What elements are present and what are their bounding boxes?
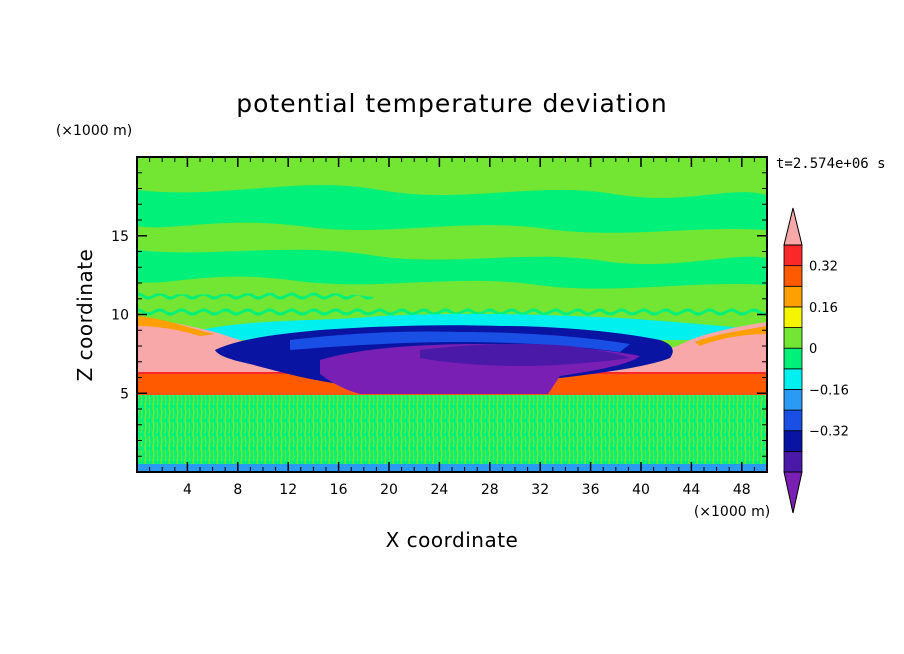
field-upper-band-3 (137, 292, 767, 318)
colorbar-band (783, 347, 803, 370)
colorbar-label: 0 (809, 342, 817, 357)
colorbar-band (783, 389, 803, 411)
x-tick-label: 36 (582, 482, 600, 498)
y-tick-label: 10 (111, 308, 129, 324)
x-tick-label: 40 (632, 482, 650, 498)
field-orange-right (695, 326, 767, 346)
colorbar-band (783, 285, 803, 308)
colorbar-band (783, 368, 803, 390)
field-top-green (137, 157, 767, 181)
field-upper-band-2 (137, 249, 767, 289)
x-tick-label: 32 (531, 482, 549, 498)
chart-title: potential temperature deviation (236, 89, 667, 118)
y-tick-label: 5 (120, 386, 129, 402)
y-axis-title: Z coordinate (73, 249, 97, 382)
x-tick-label: 8 (233, 482, 242, 498)
time-label: t=2.574e+06 s (776, 156, 886, 172)
x-tick-label: 24 (430, 482, 448, 498)
colorbar-band (783, 306, 803, 328)
colorbar-label: −0.16 (809, 383, 849, 398)
field-purple-dark (420, 343, 630, 366)
y-axis: 5 10 15 (111, 172, 767, 457)
y-tick-label: 15 (111, 229, 129, 245)
field-upper-band-1 (137, 185, 767, 233)
colorbar-band (783, 430, 803, 452)
field-mid-blue (290, 331, 630, 352)
x-tick-label: 48 (733, 482, 751, 498)
colorbar-band (783, 450, 803, 473)
x-unit-label: (×1000 m) (694, 504, 770, 520)
field-orange-left (137, 316, 215, 336)
colorbar-extension-max (783, 207, 803, 246)
x-axis-title: X coordinate (386, 528, 519, 552)
x-tick-label: 20 (380, 482, 398, 498)
x-tick-label: 12 (279, 482, 297, 498)
colorbar-band (783, 409, 803, 432)
x-tick-label: 28 (481, 482, 499, 498)
plot-area (137, 157, 767, 472)
y-unit-label: (×1000 m) (56, 123, 132, 139)
x-tick-label: 4 (183, 482, 192, 498)
colorbar-extension-min (783, 471, 803, 514)
colorbar-label: −0.32 (809, 425, 849, 440)
colorbar-label: 0.32 (809, 260, 838, 275)
colorbar-band (783, 244, 803, 267)
x-axis: 4 8 12 16 20 24 28 32 36 40 44 48 (149, 157, 755, 498)
x-tick-label: 16 (330, 482, 348, 498)
colorbar-band (783, 327, 803, 349)
colorbar: −0.32 −0.16 0 0.16 0.32 (783, 207, 849, 514)
x-tick-label: 44 (682, 482, 700, 498)
field-lower-noise (137, 395, 767, 472)
colorbar-band (783, 265, 803, 287)
colorbar-label: 0.16 (809, 301, 838, 316)
